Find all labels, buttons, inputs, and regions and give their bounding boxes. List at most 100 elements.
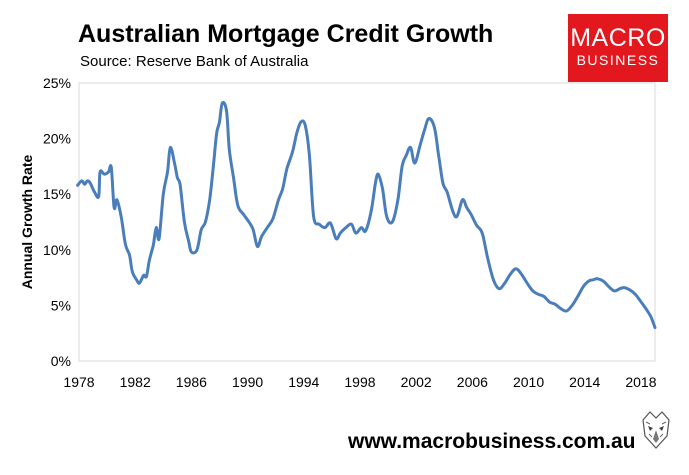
data-point xyxy=(446,191,448,193)
data-point xyxy=(423,129,425,131)
data-point xyxy=(428,117,430,119)
data-point xyxy=(629,289,631,291)
data-point xyxy=(98,195,100,197)
data-point xyxy=(213,160,215,162)
data-point xyxy=(470,213,472,215)
data-point xyxy=(138,282,140,284)
data-point xyxy=(110,166,112,168)
y-tick-label: 15% xyxy=(43,186,71,202)
data-point xyxy=(116,199,118,201)
data-point xyxy=(492,279,494,281)
data-point xyxy=(260,235,262,237)
data-point xyxy=(107,171,109,173)
data-point xyxy=(113,206,115,208)
data-point xyxy=(565,310,567,312)
data-point xyxy=(218,121,220,123)
data-point xyxy=(248,221,250,223)
data-point xyxy=(196,249,198,251)
data-point xyxy=(442,182,444,184)
data-point xyxy=(401,165,403,167)
data-point xyxy=(135,279,137,281)
data-point xyxy=(128,254,130,256)
data-point xyxy=(312,215,314,217)
data-point xyxy=(532,290,534,292)
x-tick-label: 2014 xyxy=(569,374,600,390)
data-point xyxy=(481,232,483,234)
data-point xyxy=(543,295,545,297)
data-point xyxy=(397,199,399,201)
x-tick-label: 2018 xyxy=(625,374,656,390)
data-point xyxy=(124,243,126,245)
data-point xyxy=(277,199,279,201)
data-point xyxy=(148,260,150,262)
data-point xyxy=(634,293,636,295)
data-point xyxy=(151,249,153,251)
data-point xyxy=(607,285,609,287)
y-axis-label: Annual Growth Rate xyxy=(19,155,35,290)
data-point xyxy=(282,187,284,189)
data-point xyxy=(300,121,302,123)
data-point xyxy=(554,303,556,305)
data-point xyxy=(466,206,468,208)
data-point xyxy=(386,215,388,217)
plot-area xyxy=(79,83,655,361)
data-point xyxy=(638,299,640,301)
data-point xyxy=(162,193,164,195)
data-point xyxy=(183,221,185,223)
data-point xyxy=(204,221,206,223)
data-point xyxy=(232,176,234,178)
x-tick-label: 2006 xyxy=(457,374,488,390)
data-point xyxy=(654,326,656,328)
data-point xyxy=(596,278,598,280)
y-tick-label: 5% xyxy=(51,297,71,313)
x-tick-label: 2002 xyxy=(401,374,432,390)
data-point xyxy=(504,282,506,284)
data-point xyxy=(89,182,91,184)
data-point xyxy=(304,124,306,126)
data-point xyxy=(409,146,411,148)
data-point xyxy=(335,238,337,240)
data-point xyxy=(374,182,376,184)
data-point xyxy=(190,251,192,253)
data-point xyxy=(152,243,154,245)
data-point xyxy=(650,315,652,317)
data-point xyxy=(644,306,646,308)
x-tick-label: 1994 xyxy=(288,374,319,390)
data-point xyxy=(228,149,230,151)
data-point xyxy=(103,173,105,175)
data-point xyxy=(577,295,579,297)
data-point xyxy=(526,282,528,284)
data-point xyxy=(272,218,274,220)
data-point xyxy=(179,184,181,186)
data-point xyxy=(475,224,477,226)
data-point xyxy=(537,293,539,295)
data-point xyxy=(498,288,500,290)
data-point xyxy=(487,258,489,260)
data-point xyxy=(571,304,573,306)
data-point xyxy=(515,268,517,270)
data-point xyxy=(377,173,379,175)
x-tick-label: 1978 xyxy=(63,374,94,390)
data-point xyxy=(83,183,85,185)
data-point xyxy=(176,176,178,178)
data-point xyxy=(291,151,293,153)
data-point xyxy=(329,222,331,224)
data-point xyxy=(86,180,88,182)
data-point xyxy=(391,221,393,223)
data-point xyxy=(318,223,320,225)
data-point xyxy=(613,290,615,292)
y-tick-label: 10% xyxy=(43,242,71,258)
data-point xyxy=(419,143,421,145)
footer-url: www.macrobusiness.com.au xyxy=(348,430,635,454)
data-point xyxy=(173,162,175,164)
data-point xyxy=(221,102,223,104)
x-tick-label: 1986 xyxy=(176,374,207,390)
data-point xyxy=(252,229,254,231)
data-point xyxy=(93,191,95,193)
data-point xyxy=(99,171,101,173)
data-point xyxy=(308,154,310,156)
y-axis: 0%5%10%15%20%25% xyxy=(43,75,71,369)
x-tick-label: 1998 xyxy=(344,374,375,390)
wolf-icon xyxy=(640,410,672,450)
